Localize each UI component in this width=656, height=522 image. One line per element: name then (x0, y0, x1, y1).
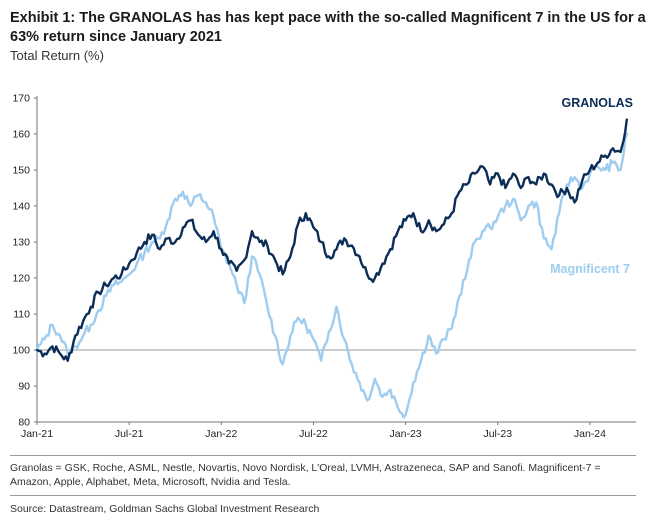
chart-title: Exhibit 1: The GRANOLAS has has kept pac… (10, 10, 646, 45)
y-tick-label: 110 (13, 309, 30, 321)
x-tick-label: Jan-24 (574, 428, 606, 440)
y-tick-label: 120 (12, 273, 30, 285)
y-tick-label: 140 (12, 201, 30, 213)
y-tick-label: 100 (12, 345, 30, 357)
x-tick-label: Jul-23 (483, 428, 512, 440)
x-tick-label: Jan-23 (390, 428, 422, 440)
chart-series (35, 118, 628, 419)
y-tick-label: 90 (18, 381, 30, 393)
x-tick-label: Jul-22 (299, 428, 328, 440)
y-tick-label: 170 (12, 93, 30, 105)
footer-divider (10, 455, 636, 456)
y-tick-label: 160 (12, 129, 30, 141)
y-tick-label: 130 (12, 237, 30, 249)
x-tick-label: Jul-21 (115, 428, 144, 440)
chart-subtitle: Total Return (%) (10, 48, 104, 63)
x-tick-label: Jan-21 (21, 428, 53, 440)
granolas-series-line (35, 118, 628, 362)
line-chart: 80 90 100 110 120 130 140 150 160 170 Jan-21 Jul-21… (12, 93, 636, 440)
chart-axes: 80 90 100 110 120 130 140 150 160 170 Jan-21 Jul-21… (12, 93, 636, 440)
source-divider (10, 495, 636, 496)
y-tick-label: 150 (12, 165, 30, 177)
x-tick-label: Jan-22 (205, 428, 237, 440)
magnificent-7-series-line (35, 132, 628, 419)
footnote: Granolas = GSK, Roche, ASML, Nestle, Nov… (10, 462, 601, 488)
chart-series-labels: GRANOLAS Magnificent 7 (550, 96, 633, 276)
y-tick-label: 80 (18, 417, 30, 429)
magnificent-7-label: Magnificent 7 (550, 262, 630, 276)
granolas-label: GRANOLAS (561, 96, 633, 110)
source-note: Source: Datastream, Goldman Sachs Global… (10, 503, 320, 515)
